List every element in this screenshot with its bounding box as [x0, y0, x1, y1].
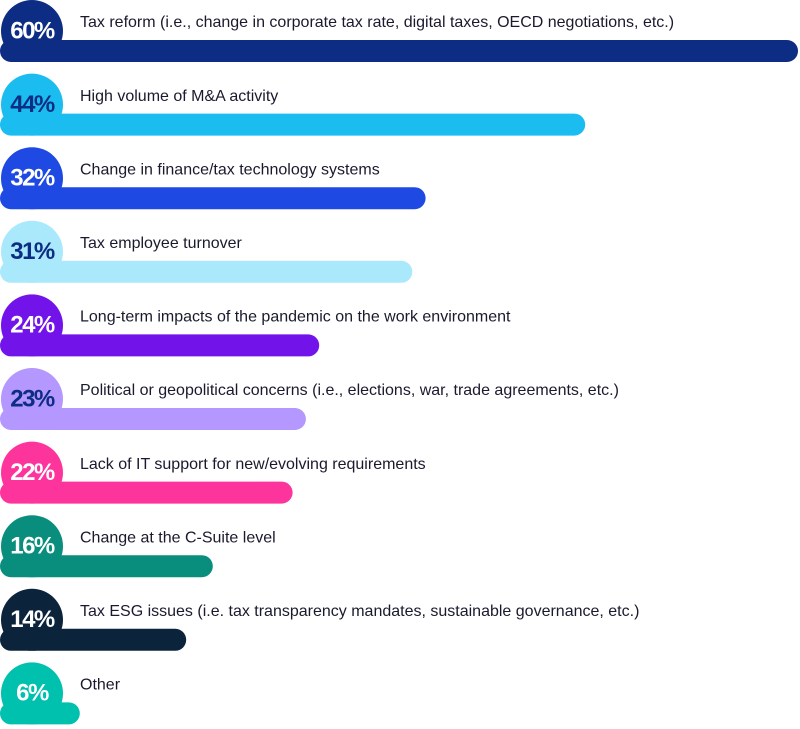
value-label: 14%	[10, 606, 55, 633]
badge	[1, 441, 63, 504]
category-label: Tax employee turnover	[80, 235, 243, 252]
badge	[1, 220, 63, 283]
badge	[1, 73, 63, 136]
badge	[1, 368, 63, 430]
value-label: 6%	[16, 680, 49, 707]
badge	[1, 662, 63, 725]
bar	[0, 187, 426, 210]
value-label: 23%	[10, 385, 55, 412]
category-label: Lack of IT support for new/evolving requ…	[80, 456, 426, 473]
value-label: 22%	[10, 459, 55, 486]
value-label: 60%	[10, 17, 55, 44]
badge	[1, 147, 63, 210]
category-label: Change at the C-Suite level	[80, 529, 276, 546]
bar	[0, 260, 413, 283]
badge	[1, 588, 63, 651]
bar	[0, 40, 798, 62]
category-label: Change in finance/tax technology systems	[80, 161, 380, 178]
value-label: 32%	[10, 165, 55, 192]
badge	[1, 294, 63, 357]
value-label: 44%	[10, 91, 55, 118]
category-label: High volume of M&A activity	[80, 88, 278, 105]
value-label: 16%	[10, 533, 55, 560]
value-label: 31%	[10, 238, 55, 265]
category-label: Other	[80, 677, 121, 694]
bar	[0, 113, 586, 136]
category-label: Political or geopolitical concerns (i.e.…	[80, 382, 619, 399]
bar	[0, 334, 320, 357]
bar	[0, 408, 306, 430]
category-label: Long-term impacts of the pandemic on the…	[80, 309, 511, 326]
bar	[0, 481, 293, 504]
category-label: Tax reform (i.e., change in corporate ta…	[80, 14, 674, 31]
badge	[1, 515, 63, 578]
value-label: 24%	[10, 312, 55, 339]
badge	[1, 0, 63, 62]
category-label: Tax ESG issues (i.e. tax transparency ma…	[80, 603, 639, 620]
